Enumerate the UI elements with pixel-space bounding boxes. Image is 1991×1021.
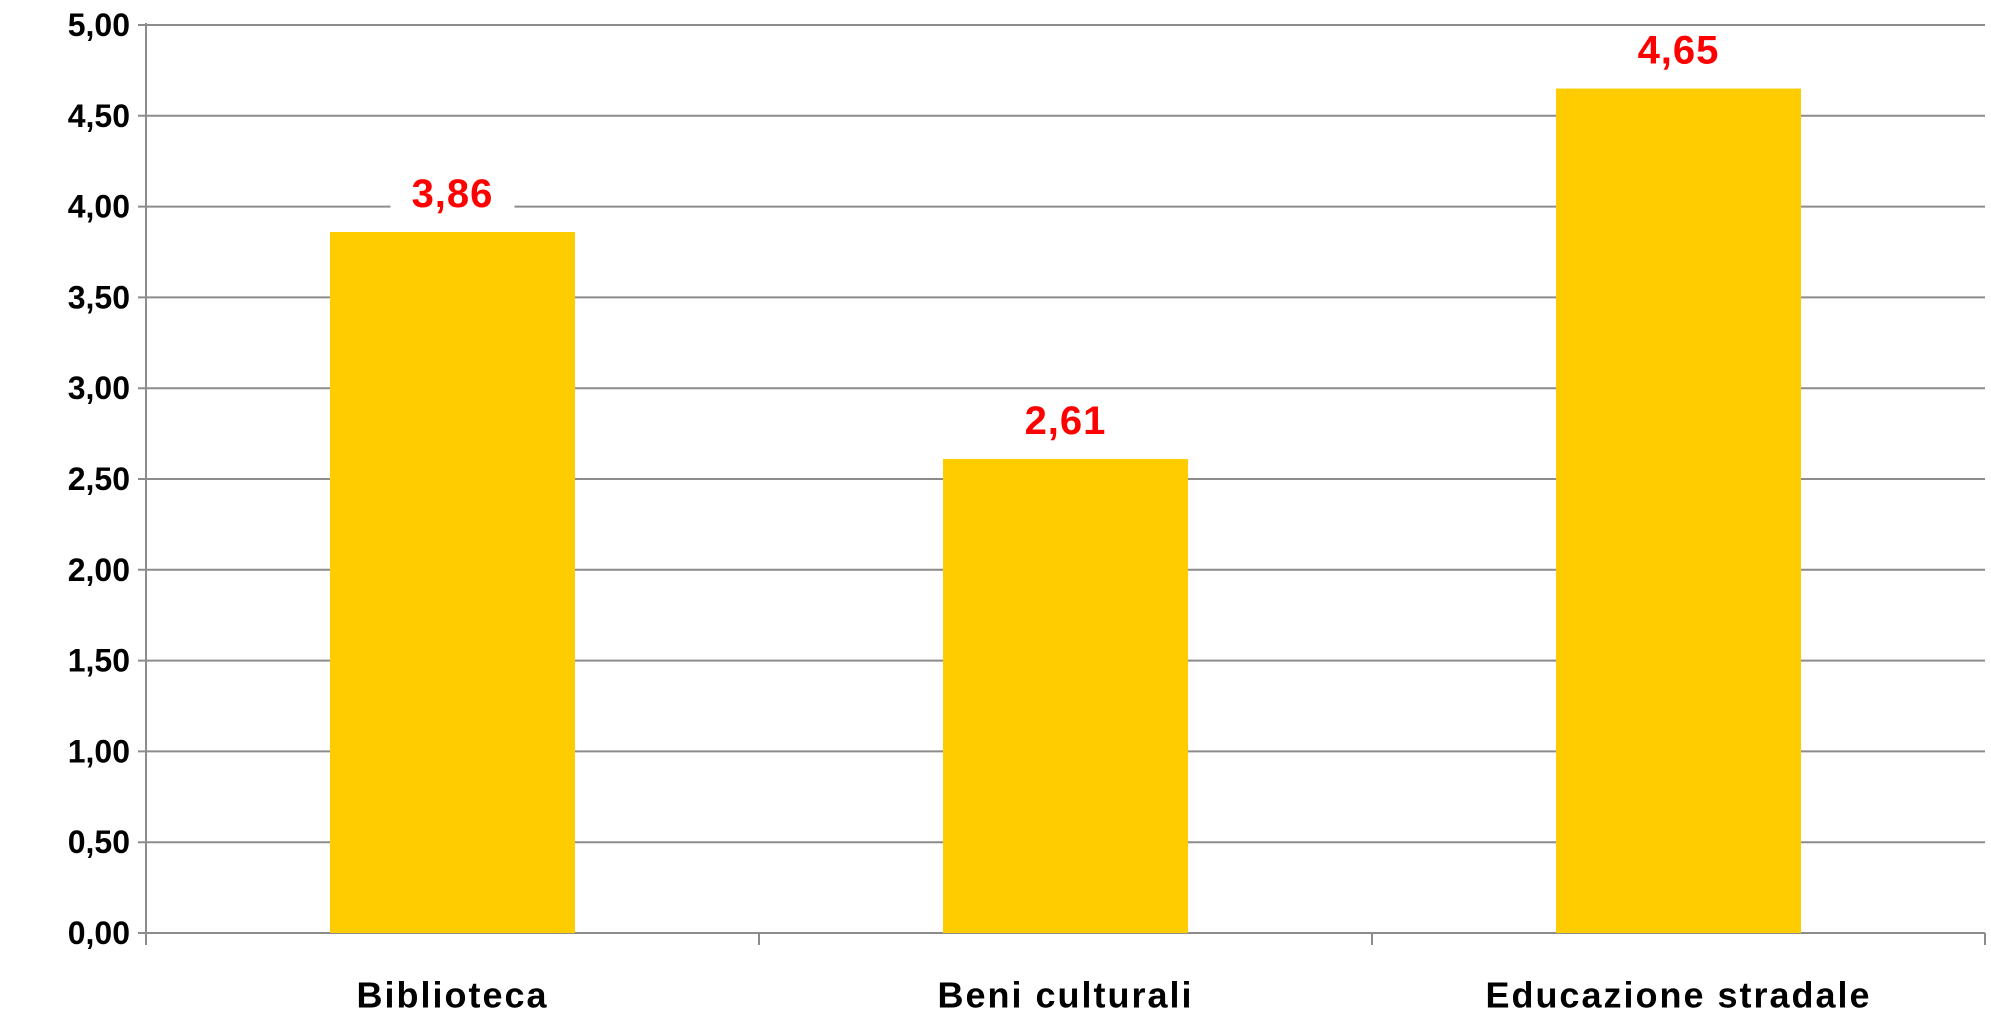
bar: [943, 459, 1188, 933]
bar: [330, 232, 575, 934]
category-label: Educazione stradale: [1485, 975, 1871, 1016]
y-tick-label: 0,00: [68, 915, 130, 951]
bar: [1556, 88, 1801, 933]
axes: [145, 23, 1986, 945]
y-tick-label: 0,50: [68, 824, 130, 860]
y-tick-label: 4,00: [68, 189, 130, 225]
category-label: Biblioteca: [356, 975, 548, 1016]
data-label-background: [390, 170, 515, 217]
y-tick-label: 2,00: [68, 552, 130, 588]
labels: 0,00 0,50 1,00 1,50 2,00 2,50 3,00 3,50 4,00 4,50…: [68, 7, 1871, 1016]
data-label-background: [1616, 26, 1741, 73]
y-tick-label: 3,00: [68, 370, 130, 406]
y-tick-label: 1,50: [68, 643, 130, 679]
y-tick-label: 2,50: [68, 461, 130, 497]
data-label-background: [1003, 397, 1128, 444]
y-tick-label: 1,00: [68, 733, 130, 769]
data-label: 4,65: [1638, 29, 1720, 73]
y-tick-label: 4,50: [68, 98, 130, 134]
bars: [330, 88, 1801, 934]
data-label: 2,61: [1025, 399, 1107, 443]
category-label: Beni culturali: [937, 975, 1193, 1016]
y-tick-label: 3,50: [68, 279, 130, 315]
data-label: 3,86: [412, 172, 494, 216]
y-tick-label: 5,00: [68, 7, 130, 43]
